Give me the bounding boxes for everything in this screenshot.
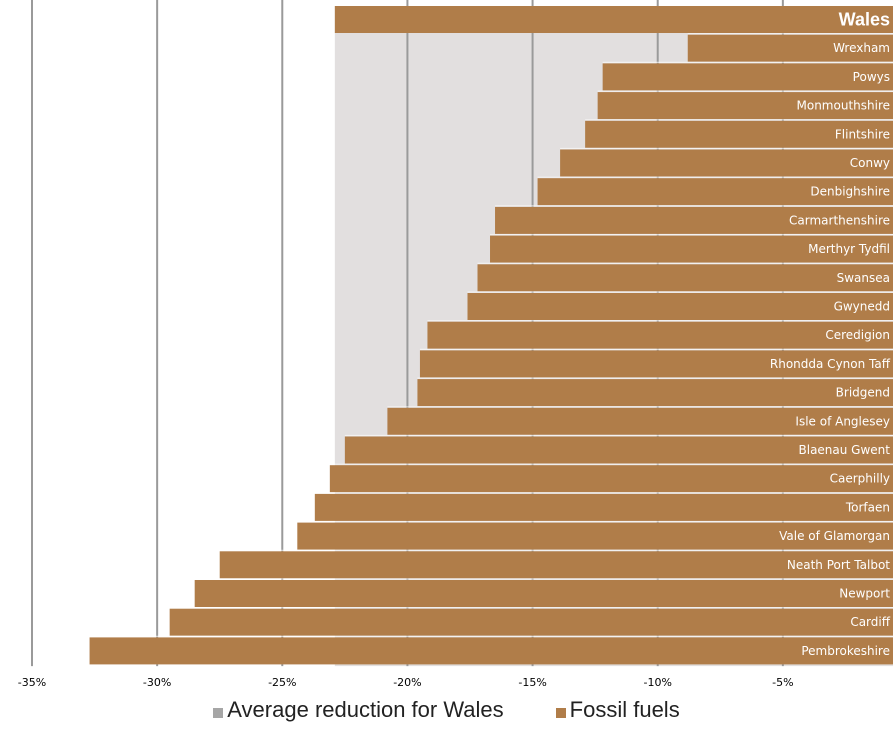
bar-label-merthyr-tydfil: Merthyr Tydfil bbox=[808, 242, 890, 256]
bar-label-neath-port-talbot: Neath Port Talbot bbox=[787, 558, 890, 572]
legend-label-fossil-fuels: Fossil fuels bbox=[569, 697, 680, 722]
x-tick-label-35: -35% bbox=[18, 676, 46, 689]
x-tick-label-25: -25% bbox=[268, 676, 296, 689]
bar-merthyr-tydfil bbox=[490, 235, 893, 263]
bar-label-gwynedd: Gwynedd bbox=[834, 300, 890, 314]
bar-label-swansea: Swansea bbox=[837, 271, 890, 285]
x-tick-label-5: -5% bbox=[772, 676, 793, 689]
bar-label-pembrokeshire: Pembrokeshire bbox=[801, 644, 890, 658]
legend-item-average: Average reduction for Wales bbox=[213, 697, 504, 723]
bar-label-conwy: Conwy bbox=[850, 156, 890, 170]
bar-layer: Wales Wrexham Powys Monmouthshire Flintshire… bbox=[89, 6, 893, 665]
bar-cardiff bbox=[169, 608, 893, 636]
bar-label-vale-of-glamorgan: Vale of Glamorgan bbox=[779, 529, 890, 543]
fossil-fuel-reduction-chart: Wales Wrexham Powys Monmouthshire Flintshire… bbox=[18, 0, 893, 689]
bar-newport bbox=[194, 580, 893, 607]
bar-label-isle-of-anglesey: Isle of Anglesey bbox=[795, 414, 890, 428]
bar-isle-of-anglesey bbox=[387, 407, 893, 435]
bar-label-carmarthenshire: Carmarthenshire bbox=[789, 213, 890, 227]
bar-blaenau-gwent bbox=[344, 436, 893, 464]
bar-label-blaenau-gwent: Blaenau Gwent bbox=[799, 443, 891, 457]
bar-pembrokeshire bbox=[89, 637, 893, 665]
bar-label-bridgend: Bridgend bbox=[836, 386, 890, 400]
legend-swatch-fossil-fuels bbox=[555, 707, 566, 718]
x-tick-label-10: -10% bbox=[644, 676, 672, 689]
bar-label-wales: Wales bbox=[839, 10, 890, 30]
bar-wales bbox=[334, 6, 893, 33]
bar-gwynedd bbox=[467, 293, 893, 320]
bar-swansea bbox=[477, 264, 893, 292]
bar-label-caerphilly: Caerphilly bbox=[830, 472, 890, 486]
bar-label-monmouthshire: Monmouthshire bbox=[797, 99, 891, 113]
bar-neath-port-talbot bbox=[219, 551, 893, 579]
bar-label-torfaen: Torfaen bbox=[845, 500, 890, 514]
bar-flintshire bbox=[585, 120, 893, 148]
legend-swatch-average bbox=[213, 707, 224, 718]
bar-monmouthshire bbox=[597, 92, 893, 120]
x-tick-label-20: -20% bbox=[393, 676, 421, 689]
legend-label-average: Average reduction for Wales bbox=[227, 697, 504, 722]
bar-bridgend bbox=[417, 379, 893, 407]
bar-ceredigion bbox=[427, 321, 893, 349]
legend-item-fossil-fuels: Fossil fuels bbox=[555, 697, 680, 723]
bar-denbighshire bbox=[537, 178, 893, 206]
bar-label-powys: Powys bbox=[853, 70, 890, 84]
x-tick-label-15: -15% bbox=[518, 676, 546, 689]
bar-label-rhondda-cynon-taff: Rhondda Cynon Taff bbox=[770, 357, 891, 371]
bar-caerphilly bbox=[329, 465, 893, 493]
bar-carmarthenshire bbox=[495, 206, 893, 234]
bar-wrexham bbox=[687, 34, 893, 62]
bar-torfaen bbox=[314, 493, 893, 521]
bar-label-wrexham: Wrexham bbox=[833, 41, 890, 55]
bar-label-denbighshire: Denbighshire bbox=[810, 185, 890, 199]
x-tick-label-30: -30% bbox=[143, 676, 171, 689]
bar-label-ceredigion: Ceredigion bbox=[825, 328, 890, 342]
bar-label-cardiff: Cardiff bbox=[850, 615, 890, 629]
x-axis-ticks: -35% -30% -25% -20% -15% -10% -5% bbox=[18, 676, 794, 689]
bar-label-newport: Newport bbox=[839, 587, 890, 601]
bar-powys bbox=[602, 63, 893, 91]
bar-label-flintshire: Flintshire bbox=[835, 127, 890, 141]
bar-rhondda-cynon-taff bbox=[419, 350, 893, 378]
bar-vale-of-glamorgan bbox=[297, 522, 893, 550]
bar-conwy bbox=[560, 149, 893, 177]
legend: Average reduction for Wales Fossil fuels bbox=[0, 690, 893, 730]
